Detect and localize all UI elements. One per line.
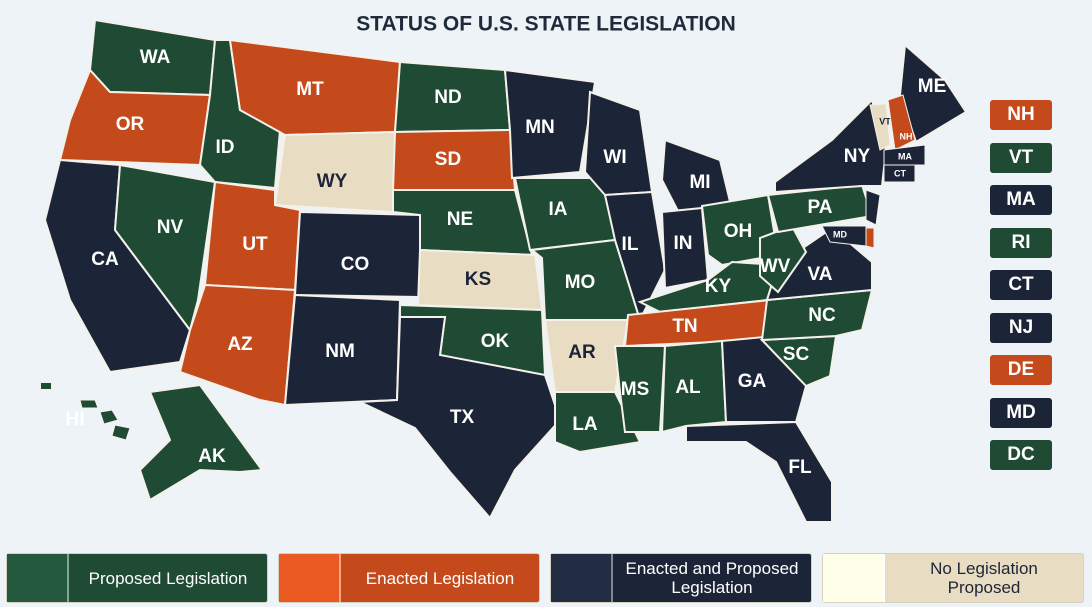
state-shape — [99, 409, 119, 425]
state-label: WY — [317, 171, 348, 192]
legend-label: No Legislation Proposed — [930, 559, 1038, 597]
state-label: HI — [66, 409, 85, 430]
state-label: VA — [808, 264, 833, 285]
state-label: KS — [465, 269, 491, 290]
state-label: MT — [296, 79, 324, 100]
state-shape — [603, 190, 667, 323]
state-shape — [883, 144, 926, 166]
side-state: DE — [990, 355, 1052, 385]
state-label: ME — [918, 76, 947, 97]
state-label: PA — [808, 197, 833, 218]
state-label: OK — [481, 331, 510, 352]
state-label: VT — [879, 116, 891, 126]
state-label: NE — [447, 209, 473, 230]
state-label: LA — [572, 414, 598, 435]
state-label: OH — [724, 221, 753, 242]
state-shape — [883, 164, 916, 183]
state-label: SD — [435, 149, 461, 170]
state-label: IN — [674, 233, 693, 254]
side-state: MA — [990, 185, 1052, 215]
state-shape — [138, 383, 264, 502]
side-state: NH — [990, 100, 1052, 130]
state-label: AK — [198, 446, 226, 467]
state-label: NH — [900, 131, 913, 141]
state-label: KY — [705, 276, 732, 297]
state-label: NY — [844, 146, 871, 167]
state-shape — [865, 189, 881, 226]
side-state: MD — [990, 397, 1052, 428]
state-label: AL — [675, 377, 701, 398]
state-label: MA — [898, 151, 912, 161]
state-label: ND — [434, 87, 461, 108]
state-label: MO — [565, 272, 596, 293]
state-label: AZ — [227, 334, 253, 355]
state-label: FL — [788, 457, 812, 478]
state-label: IA — [549, 199, 568, 220]
state-label: TN — [672, 316, 697, 337]
state-label: IL — [622, 234, 639, 255]
state-label: MI — [689, 172, 710, 193]
state-shape — [359, 316, 562, 520]
map-title: STATUS OF U.S. STATE LEGISLATION — [356, 13, 736, 36]
state-label: MN — [525, 117, 555, 138]
state-shape — [660, 339, 728, 434]
state-shape — [898, 42, 968, 144]
state-shape — [503, 68, 597, 180]
state-label: WV — [760, 256, 791, 277]
state-label: GA — [738, 371, 767, 392]
legend-swatch — [7, 554, 69, 602]
state-shape — [79, 399, 99, 409]
state-shape — [865, 227, 875, 249]
legend-item: Enacted Legislation — [278, 553, 540, 603]
state-label: CA — [91, 249, 119, 270]
legend-label: Enacted and Proposed Legislation — [625, 559, 799, 597]
state-label: UT — [242, 234, 268, 255]
state-shape — [111, 424, 131, 441]
state-label: MD — [833, 229, 847, 239]
state-label: WI — [603, 147, 626, 168]
side-state: RI — [990, 227, 1052, 258]
side-state: NJ — [990, 312, 1052, 343]
state-shape — [765, 226, 873, 302]
state-shape — [685, 420, 833, 523]
state-shape — [869, 103, 891, 151]
legend-label: Proposed Legislation — [88, 568, 248, 588]
state-shape — [554, 391, 642, 454]
state-shape — [39, 381, 53, 391]
side-state: CT — [990, 270, 1052, 300]
state-shape — [887, 94, 916, 151]
legend-item: Proposed Legislation — [6, 553, 268, 603]
legend-swatch — [823, 554, 885, 602]
legend-swatch — [279, 554, 341, 602]
state-label: NV — [157, 217, 184, 238]
state-label: NC — [808, 305, 836, 326]
state-label: AR — [568, 342, 596, 363]
state-label: TX — [450, 407, 475, 428]
legend-item: Enacted and Proposed Legislation — [550, 553, 812, 603]
state-label: MS — [621, 379, 650, 400]
legend-swatch — [551, 554, 613, 602]
state-shape — [583, 90, 654, 197]
state-label: OR — [116, 114, 145, 135]
state-label: CO — [341, 254, 370, 275]
state-label: NM — [325, 341, 355, 362]
legend-label: Enacted Legislation — [365, 568, 515, 588]
state-shape — [613, 345, 667, 433]
state-label: CT — [894, 168, 906, 178]
side-state: DC — [990, 440, 1052, 470]
state-label: ID — [216, 137, 235, 158]
state-label: WA — [140, 47, 171, 68]
side-state: VT — [990, 142, 1052, 173]
legend-item: No Legislation Proposed — [822, 553, 1084, 603]
state-label: SC — [783, 344, 810, 365]
